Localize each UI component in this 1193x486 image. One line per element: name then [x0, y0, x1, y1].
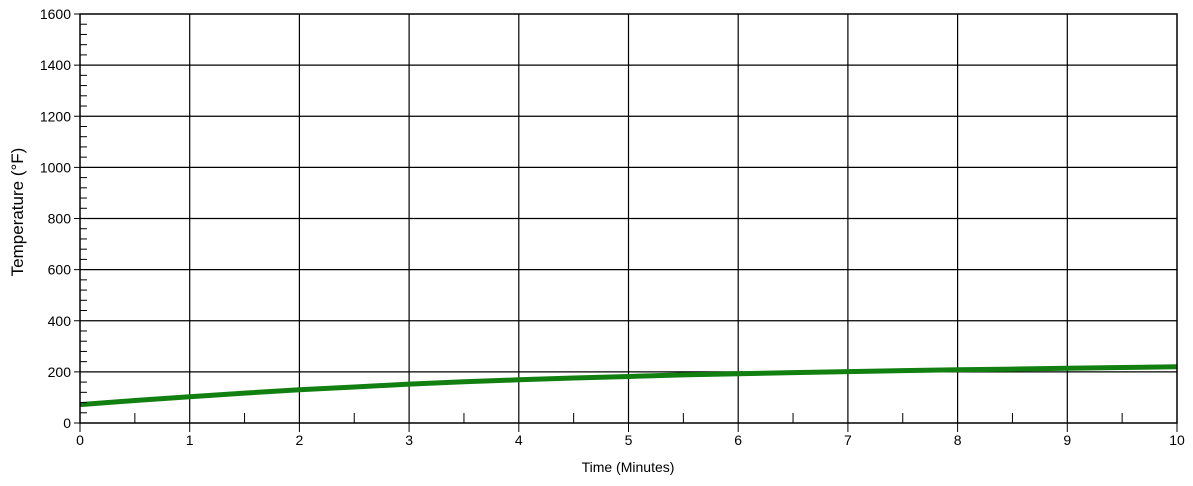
axes — [74, 13, 1178, 432]
y-tick-label: 1000 — [40, 159, 71, 175]
x-tick-label: 2 — [296, 432, 304, 448]
series-line-1 — [79, 364, 1178, 408]
x-tick-label: 10 — [1169, 432, 1185, 448]
x-tick-label: 1 — [186, 432, 194, 448]
x-tick-labels: 0 1 2 3 4 5 6 7 8 9 10 — [76, 432, 1185, 448]
y-tick-label: 400 — [48, 313, 72, 329]
series-layer — [79, 364, 1178, 408]
y-tick-label: 0 — [63, 415, 71, 431]
y-tick-label: 1600 — [40, 6, 71, 22]
x-tick-label: 3 — [405, 432, 413, 448]
y-tick-labels: 0 200 400 600 800 1000 1200 1400 1600 — [40, 6, 71, 431]
x-axis-label: Time (Minutes) — [582, 459, 675, 475]
x-tick-label: 5 — [625, 432, 633, 448]
x-tick-label: 4 — [515, 432, 523, 448]
y-tick-label: 600 — [48, 262, 72, 278]
grid-lines — [80, 14, 1177, 423]
y-axis-label: Temperature (°F) — [8, 148, 27, 277]
x-tick-label: 9 — [1063, 432, 1071, 448]
y-tick-label: 800 — [48, 211, 72, 227]
y-tick-label: 1400 — [40, 57, 71, 73]
x-tick-label: 0 — [76, 432, 84, 448]
x-tick-label: 8 — [954, 432, 962, 448]
plot-frame — [79, 13, 1178, 424]
x-tick-label: 7 — [844, 432, 852, 448]
y-tick-label: 1200 — [40, 108, 71, 124]
x-tick-label: 6 — [734, 432, 742, 448]
y-tick-label: 200 — [48, 364, 72, 380]
